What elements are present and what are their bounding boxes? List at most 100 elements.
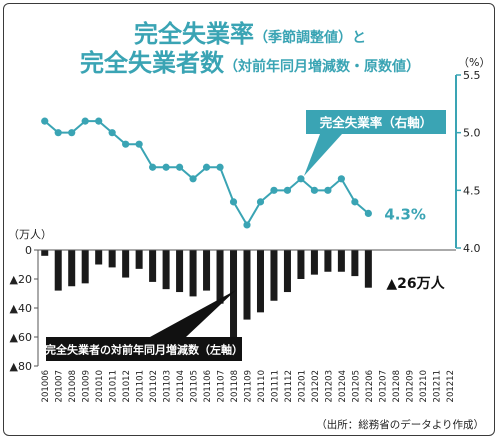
bar-201007 <box>54 250 62 291</box>
x-tick-label-201010: 201010 <box>95 370 105 402</box>
rate-point-201102 <box>149 163 157 171</box>
x-tick-label-201008: 201008 <box>68 370 78 402</box>
rate-point-201012 <box>122 140 130 148</box>
chart-frame <box>3 3 495 436</box>
x-tick-label-201210: 201210 <box>419 370 429 402</box>
rate-point-201006 <box>41 117 49 125</box>
source-note: （出所：総務省のデータより作成） <box>316 418 484 431</box>
x-tick-label-201009: 201009 <box>82 370 92 402</box>
title-line1-main: 完全失業率 <box>134 19 254 48</box>
rate-point-201008 <box>68 129 76 137</box>
right-axis-tick-label: 5.5 <box>463 69 481 82</box>
rate-point-201109 <box>243 221 251 229</box>
left-axis-tick-label: 0 <box>25 244 32 257</box>
bar-201205 <box>351 250 359 277</box>
rate-point-201112 <box>283 186 292 194</box>
bar-201109 <box>243 250 251 320</box>
left-axis-tick-label: ▲40 <box>10 302 32 315</box>
bars-callout-pointer <box>150 290 236 337</box>
x-tick-label-201103: 201103 <box>163 370 173 402</box>
rate-point-201007 <box>54 129 62 137</box>
rate-point-201011 <box>108 129 116 137</box>
x-tick-label-201207: 201207 <box>378 370 388 402</box>
x-tick-label-201102: 201102 <box>149 370 159 402</box>
x-tick-label-201012: 201012 <box>122 370 132 402</box>
bars-last-value-label: ▲26万人 <box>386 275 445 292</box>
bar-201202 <box>310 250 318 275</box>
bar-201011 <box>108 250 116 268</box>
x-tick-label-201201: 201201 <box>297 370 307 402</box>
x-tick-label-201211: 201211 <box>432 370 442 402</box>
title-line2-sub: （対前年同月増減数・原数値） <box>224 59 420 75</box>
bar-201110 <box>256 250 264 313</box>
left-axis-tick-label: ▲20 <box>10 273 32 286</box>
x-tick-label-201109: 201109 <box>244 370 254 402</box>
bar-201204 <box>337 250 345 272</box>
x-tick-label-201106: 201106 <box>203 370 213 402</box>
rate-point-201202 <box>310 186 319 194</box>
rate-point-201010 <box>95 117 103 125</box>
bars-callout-text: 完全失業者の対前年同月増減数（左軸） <box>45 343 243 357</box>
bar-201112 <box>283 250 291 293</box>
bar-201108 <box>230 250 238 340</box>
rate-point-201111 <box>270 186 278 194</box>
bar-201012 <box>122 250 130 278</box>
x-tick-label-201111: 201111 <box>270 370 280 402</box>
rate-callout-pointer <box>304 134 342 176</box>
right-axis-tick-label: 4.0 <box>463 242 481 255</box>
bar-201105 <box>189 250 197 297</box>
x-tick-label-201108: 201108 <box>230 370 240 402</box>
rate-callout-text: 完全失業率（右軸） <box>320 115 433 130</box>
title-line1-sub: （季節調整値）と <box>254 30 366 46</box>
left-axis-tick-label: ▲80 <box>10 360 32 373</box>
bars-layer <box>41 250 372 340</box>
rate-point-201203 <box>324 186 332 194</box>
labels-layer: 201006 201007 201008 201009 201010 201011 2010… <box>41 205 484 431</box>
bar-201106 <box>203 250 211 291</box>
bar-201009 <box>81 250 89 284</box>
x-tick-label-201011: 201011 <box>109 370 119 402</box>
bar-201206 <box>364 250 372 288</box>
bar-201006 <box>41 250 49 256</box>
right-axis-tick-label: 4.5 <box>463 184 481 197</box>
left-axis-unit: （万人） <box>8 228 52 241</box>
x-tick-label-201204: 201204 <box>338 370 348 402</box>
bars-callout-box <box>46 337 242 361</box>
rate-point-201110 <box>256 198 265 206</box>
x-tick-label-201112: 201112 <box>284 370 294 402</box>
x-tick-label-201006: 201006 <box>41 370 51 402</box>
x-tick-label-201212: 201212 <box>446 370 456 402</box>
rate-last-value-label: 4.3% <box>384 205 426 223</box>
x-tick-label-201202: 201202 <box>311 370 321 402</box>
rate-line-layer <box>41 117 372 229</box>
x-tick-label-201104: 201104 <box>176 370 186 402</box>
rate-point-201108 <box>229 198 238 206</box>
bar-201201 <box>297 250 305 279</box>
chart-title-line2: 完全失業者数（対前年同月増減数・原数値） <box>0 43 500 78</box>
rate-point-201101 <box>135 140 143 148</box>
x-tick-label-201203: 201203 <box>324 370 334 402</box>
rate-point-201204 <box>337 175 345 183</box>
rate-point-201205 <box>351 198 359 206</box>
bar-201008 <box>68 250 76 287</box>
rate-point-201206 <box>364 209 372 217</box>
rate-point-201009 <box>81 117 89 125</box>
rate-callout-box <box>306 110 446 134</box>
x-tick-label-201209: 201209 <box>405 370 415 402</box>
bar-201203 <box>324 250 332 272</box>
bar-201010 <box>95 250 103 265</box>
bar-201107 <box>216 250 224 304</box>
x-tick-label-201101: 201101 <box>136 370 146 402</box>
x-tick-label-201007: 201007 <box>55 370 65 402</box>
rate-point-201107 <box>216 163 224 171</box>
right-axis-tick-label: 5.0 <box>463 127 481 140</box>
bar-201111 <box>270 250 278 301</box>
x-tick-label-201107: 201107 <box>217 370 227 402</box>
rate-point-201106 <box>202 163 211 171</box>
rate-point-201201 <box>297 175 305 183</box>
chart-title-line1: 完全失業率（季節調整値）と <box>0 14 500 49</box>
right-axis-unit: （%） <box>458 56 490 69</box>
rate-point-201103 <box>162 163 170 171</box>
axes-layer: 0 ▲20 ▲40 ▲60 ▲80 （万人） 5.5 5.0 4.5 4.0 （%） <box>8 56 490 373</box>
